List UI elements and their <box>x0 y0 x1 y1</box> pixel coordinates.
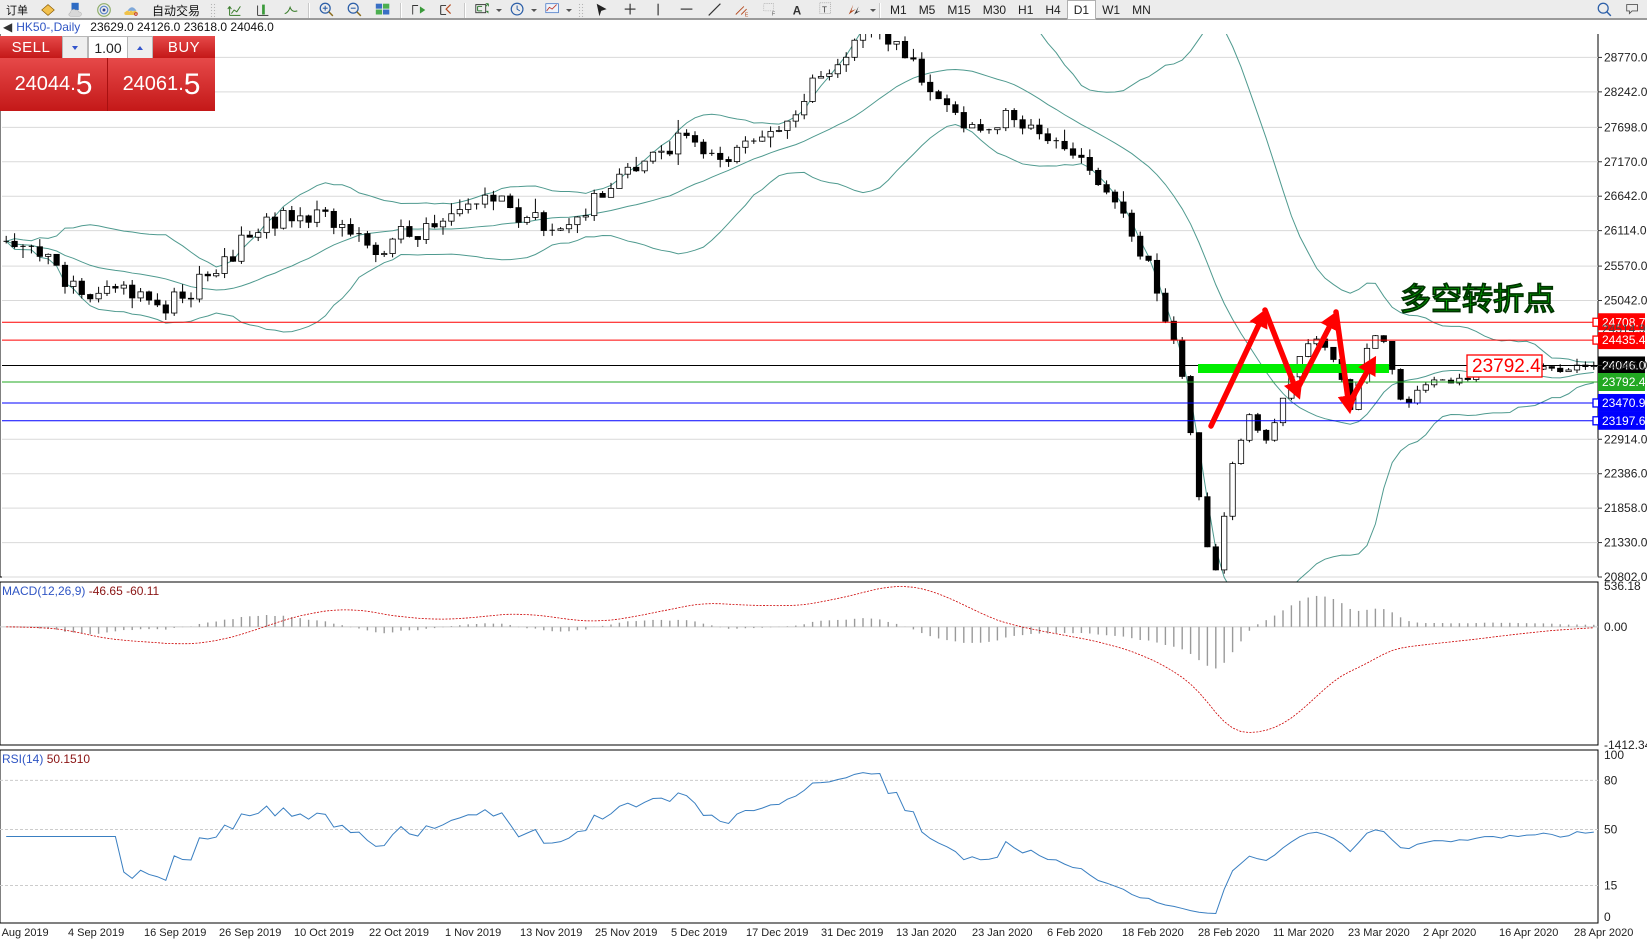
svg-text:15: 15 <box>1604 878 1618 892</box>
svg-text:0.00: 0.00 <box>1604 620 1628 634</box>
svg-text:25042.0: 25042.0 <box>1604 294 1647 308</box>
svg-text:22386.0: 22386.0 <box>1604 467 1647 481</box>
svg-text:F: F <box>772 11 776 17</box>
svg-text:A: A <box>793 5 802 18</box>
svg-text:28242.0: 28242.0 <box>1604 85 1647 99</box>
svg-text:26642.0: 26642.0 <box>1604 189 1647 203</box>
svg-text:100: 100 <box>1604 748 1624 762</box>
svg-text:23470.9: 23470.9 <box>1602 396 1646 410</box>
svg-text:28770.0: 28770.0 <box>1604 50 1647 64</box>
svg-text:22914.0: 22914.0 <box>1604 432 1647 446</box>
svg-text:50: 50 <box>1604 823 1618 837</box>
svg-text:27698.0: 27698.0 <box>1604 120 1647 134</box>
svg-text:0: 0 <box>1604 910 1611 924</box>
svg-text:23792.4: 23792.4 <box>1602 375 1646 389</box>
svg-text:26114.0: 26114.0 <box>1604 224 1647 238</box>
svg-text:多空转折点: 多空转折点 <box>1400 282 1555 317</box>
svg-text:T: T <box>822 5 827 14</box>
svg-text:24046.0: 24046.0 <box>1604 358 1647 372</box>
svg-text:21858.0: 21858.0 <box>1604 501 1647 515</box>
svg-text:E: E <box>745 12 749 18</box>
svg-text:21330.0: 21330.0 <box>1604 536 1647 550</box>
svg-text:27170.0: 27170.0 <box>1604 155 1647 169</box>
svg-text:24435.4: 24435.4 <box>1602 333 1646 347</box>
svg-text:536.18: 536.18 <box>1604 579 1641 593</box>
svg-text:80: 80 <box>1604 773 1618 787</box>
svg-text:23792.4: 23792.4 <box>1472 356 1541 377</box>
svg-text:23197.6: 23197.6 <box>1602 414 1646 428</box>
svg-text:25570.0: 25570.0 <box>1604 259 1647 273</box>
